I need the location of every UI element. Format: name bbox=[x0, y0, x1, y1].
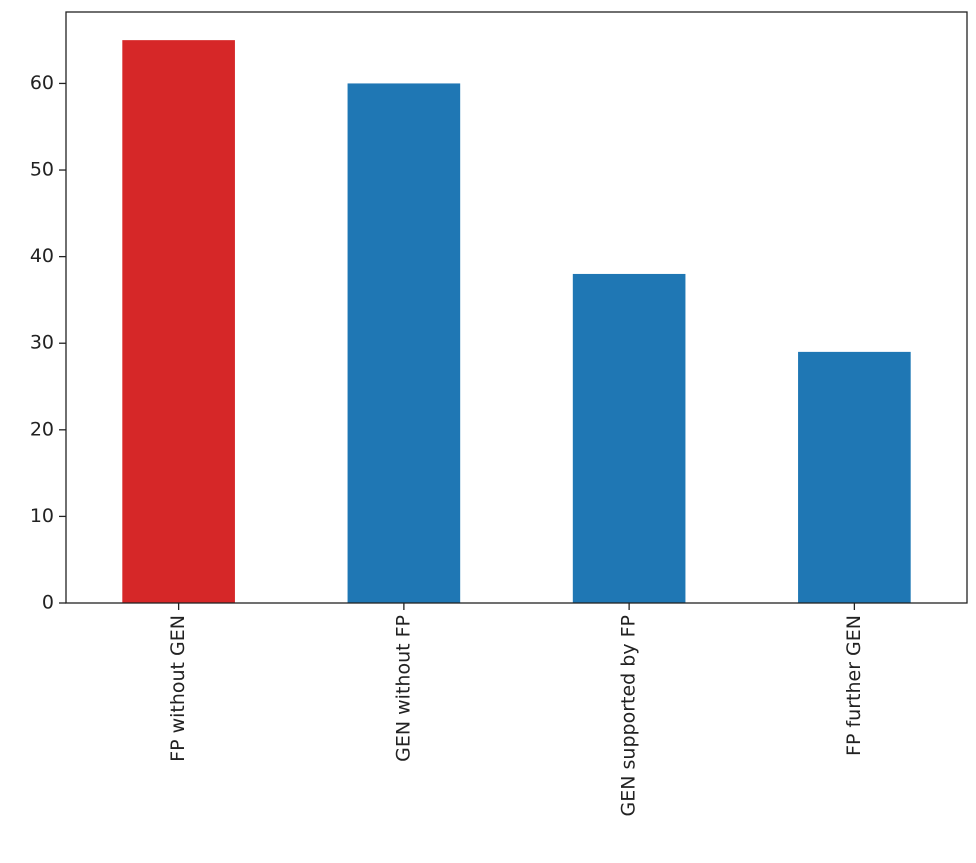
x-tick-label: GEN supported by FP bbox=[618, 615, 640, 816]
x-tick-label: GEN without FP bbox=[392, 615, 414, 762]
y-tick-label: 30 bbox=[30, 332, 54, 354]
y-tick-label: 10 bbox=[30, 505, 54, 527]
plot-frame bbox=[65, 11, 968, 604]
bar bbox=[347, 83, 461, 603]
y-tick-label: 50 bbox=[30, 159, 54, 181]
y-tick-label: 20 bbox=[30, 418, 54, 440]
y-tick-label: 0 bbox=[42, 592, 54, 614]
y-tick-label: 60 bbox=[30, 72, 54, 94]
x-tick-label: FP without GEN bbox=[167, 615, 189, 762]
bar bbox=[798, 351, 911, 603]
y-tick-label: 40 bbox=[30, 245, 54, 267]
x-tick-label: FP further GEN bbox=[843, 615, 865, 756]
bar bbox=[572, 273, 686, 603]
bar bbox=[122, 40, 235, 603]
